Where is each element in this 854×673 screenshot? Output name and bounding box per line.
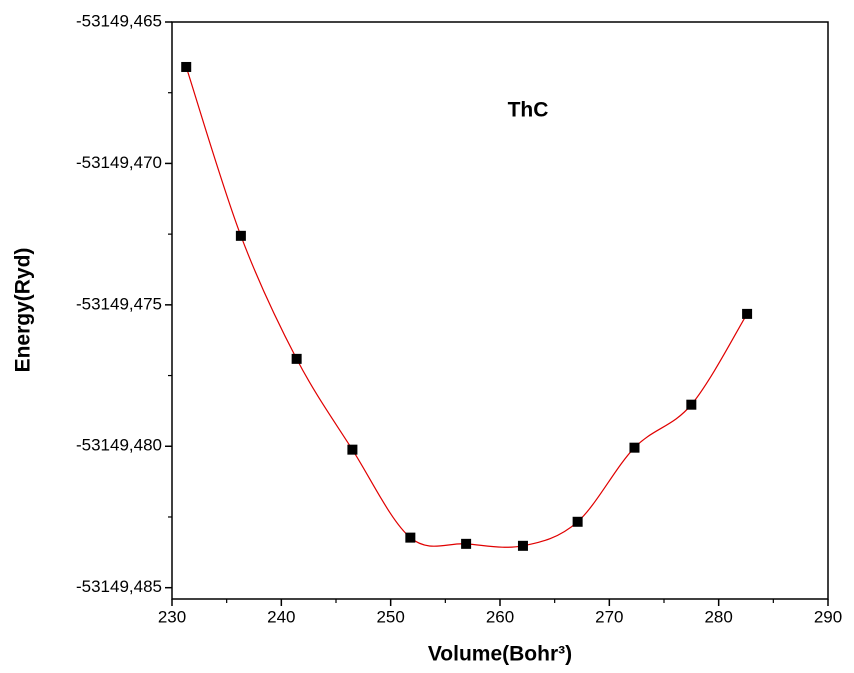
data-point [181,61,192,72]
data-point [629,442,640,453]
x-tick-label: 280 [704,607,732,626]
data-point [405,532,416,543]
fit-curve [185,66,748,548]
y-tick-label: -53149,485 [76,577,162,596]
y-tick-label: -53149,465 [76,11,162,30]
y-axis-label: Energy(Ryd) [12,248,35,373]
x-tick-label: 250 [376,607,404,626]
data-point [347,444,358,455]
data-point [572,516,583,527]
x-tick-label: 270 [595,607,623,626]
data-point [461,538,472,549]
x-tick-label: 240 [267,607,295,626]
y-tick-label: -53149,480 [76,436,162,455]
data-point [235,230,246,241]
plot-frame [171,21,829,600]
data-point [291,353,302,364]
x-axis-label: Volume(Bohr³) [428,643,572,666]
x-tick-label: 290 [814,607,842,626]
data-point [686,399,697,410]
chart-title: ThC [508,99,549,122]
data-point [517,540,528,551]
y-tick-label: -53149,470 [76,153,162,172]
data-point [742,308,753,319]
y-tick-label: -53149,475 [76,294,162,313]
x-tick-label: 260 [486,607,514,626]
x-tick-label: 230 [158,607,186,626]
